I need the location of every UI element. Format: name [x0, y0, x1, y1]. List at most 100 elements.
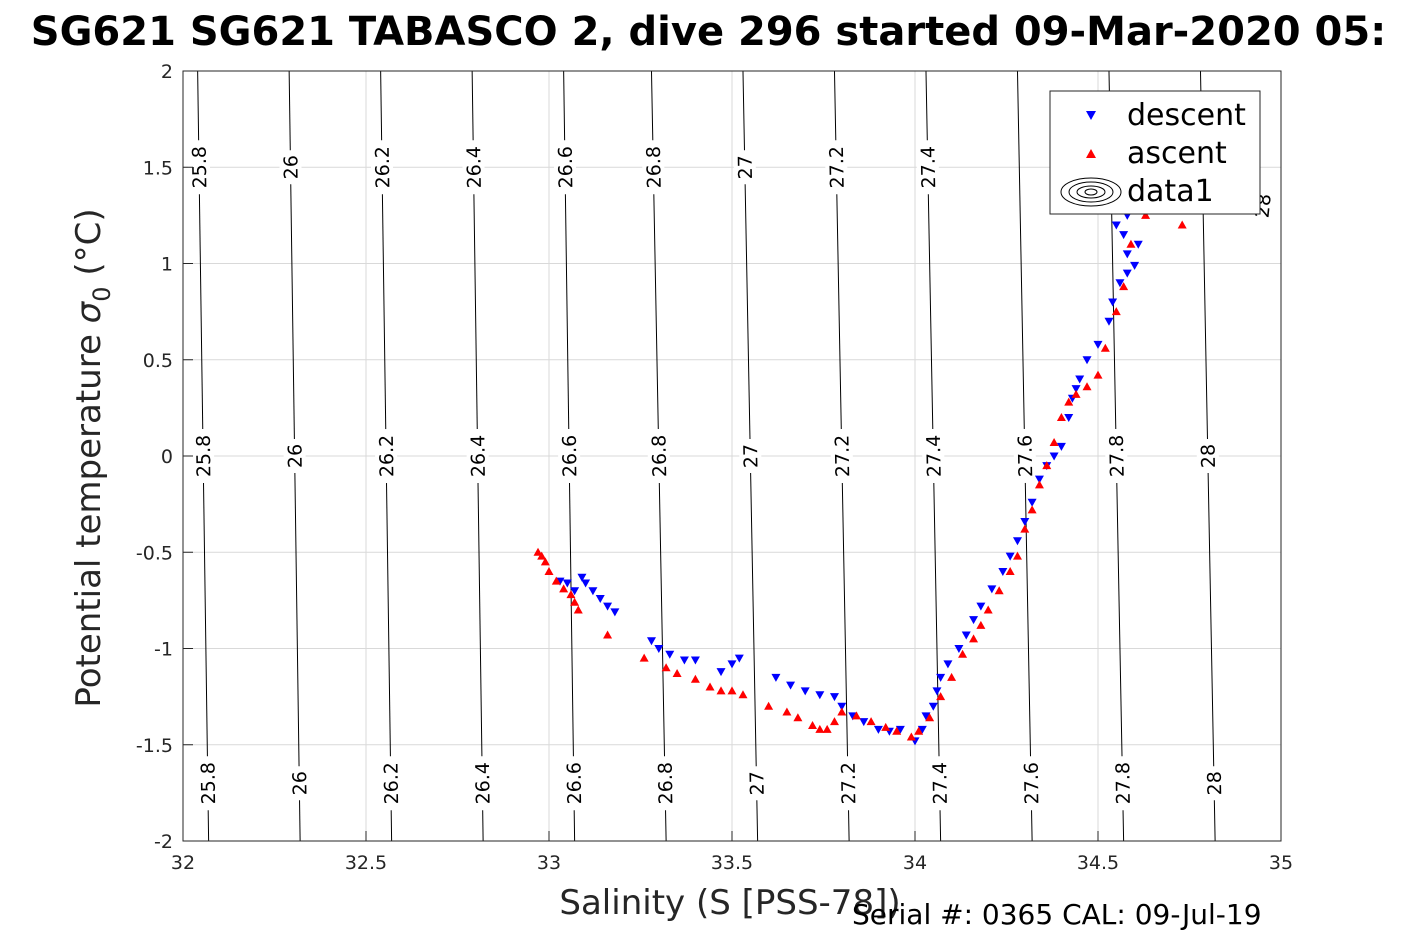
ascent-point — [566, 590, 576, 599]
contour-label-bg — [553, 140, 577, 195]
descent-point — [1122, 250, 1132, 259]
contour-label-text: 26.8 — [655, 762, 678, 805]
contour-label-text: 26.2 — [372, 146, 395, 189]
serial-cal-footer: Serial #: 0365 CAL: 09-Jul-19 — [852, 898, 1262, 931]
contour-label: 26.2 — [374, 428, 399, 484]
contour-label: 27.4 — [916, 140, 940, 195]
ascent-point — [881, 722, 891, 731]
contour-label: 26.8 — [641, 140, 666, 195]
contour-label-text: 27 — [740, 444, 762, 469]
y-tick-label: 1 — [161, 254, 173, 276]
descent-point — [562, 579, 572, 588]
contour-label-bg — [379, 756, 403, 811]
contour-label: 28 — [1202, 766, 1226, 801]
descent-point — [1027, 498, 1037, 507]
contour-label-text: 26.8 — [648, 435, 671, 478]
contour-label-bg — [745, 766, 768, 801]
descent-point — [928, 702, 938, 711]
ascent-point — [1177, 220, 1187, 229]
descent-point — [588, 587, 598, 596]
contour-label-bg — [738, 438, 762, 474]
contour-label-bg — [557, 428, 581, 484]
contour-label-text: 27.4 — [929, 762, 952, 805]
contour-label-text: 25.8 — [193, 435, 216, 478]
y-axis-label-unit: (°C) — [69, 208, 109, 286]
y-tick-label: -2 — [154, 831, 173, 853]
contour-label-bg — [466, 428, 490, 484]
contour-label: 27.6 — [1019, 756, 1044, 811]
contour-label-text: 26.4 — [467, 435, 490, 478]
y-axis-label-sigma: σ — [69, 300, 109, 323]
ascent-point — [716, 686, 726, 695]
contour-label-bg — [374, 428, 398, 484]
contour-label-bg — [562, 756, 586, 811]
contour-label: 26.6 — [557, 428, 581, 484]
y-tick-label: 0.5 — [143, 350, 173, 372]
contour-label: 27.2 — [830, 428, 854, 484]
contour-label-bg — [1202, 766, 1226, 801]
ascent-point — [1119, 282, 1129, 291]
y-axis-label-main: Potential temperature — [69, 323, 109, 707]
contour-label-bg — [1013, 428, 1037, 484]
contour-label-bg — [191, 428, 215, 484]
descent-point — [1049, 452, 1059, 461]
contour-label-bg — [928, 756, 952, 811]
descent-point — [570, 587, 580, 596]
contour-label-bg — [733, 150, 757, 185]
contour-label: 26.4 — [462, 140, 486, 195]
contour-label-bg — [462, 140, 485, 195]
x-axis-label: Salinity (S [PSS-78]) — [559, 883, 900, 923]
contour-label-bg — [283, 438, 306, 474]
ascent-point — [837, 707, 847, 716]
contour-label: 26.4 — [470, 756, 495, 811]
descent-point — [727, 660, 737, 669]
contour-label-text: 27 — [746, 771, 768, 796]
descent-point — [679, 656, 689, 665]
contour-label-text: 27.6 — [1021, 762, 1044, 805]
ascent-point — [822, 724, 832, 733]
contour-label-bg — [916, 140, 940, 195]
y-tick-label: -1 — [154, 639, 173, 661]
contour-label-text: 26.4 — [472, 762, 495, 805]
descent-point — [1093, 340, 1103, 349]
x-tick-label: 32.5 — [345, 852, 387, 874]
descent-point — [1056, 442, 1066, 451]
contour-label-bg — [288, 766, 311, 801]
contour-label: 26 — [279, 150, 303, 185]
ascent-point — [639, 653, 649, 662]
descent-point — [610, 608, 620, 617]
contour-label-bg — [470, 756, 494, 811]
contour-label: 27 — [745, 766, 769, 801]
ascent-point — [1005, 567, 1015, 575]
contour-label-text: 25.8 — [189, 146, 212, 189]
ascent-point — [533, 547, 543, 556]
ascent-point — [976, 620, 986, 629]
x-tick-label: 34 — [903, 852, 927, 874]
contour-label: 26 — [288, 766, 311, 801]
legend-box — [1049, 90, 1261, 215]
contour-label: 28 — [1196, 438, 1220, 474]
contour-label-text: 27.2 — [838, 762, 861, 805]
descent-point — [936, 673, 946, 682]
descent-point — [1012, 537, 1022, 546]
ascent-point — [782, 707, 792, 716]
contour-label-bg — [830, 428, 854, 484]
contour-label-text: 27.2 — [831, 435, 854, 478]
legend-data1-contour-icon — [1060, 177, 1122, 207]
ascent-point — [925, 713, 935, 722]
descent-point — [690, 656, 700, 665]
descent-point — [786, 681, 796, 690]
descent-point — [577, 573, 587, 582]
contour-label-text: 27.4 — [923, 435, 946, 478]
contour-label-text: 27 — [735, 155, 757, 180]
contour-label: 27.4 — [928, 756, 952, 811]
contour-label-bg — [1111, 756, 1135, 811]
descent-point — [603, 602, 613, 611]
ascent-point — [727, 686, 737, 695]
descent-point — [1115, 279, 1125, 288]
contour-label-text: 26.2 — [376, 435, 399, 478]
ascent-point — [1100, 343, 1110, 352]
ascent-point — [983, 605, 993, 614]
descent-point — [1108, 298, 1118, 307]
contour-label-text: 26.8 — [643, 146, 666, 189]
